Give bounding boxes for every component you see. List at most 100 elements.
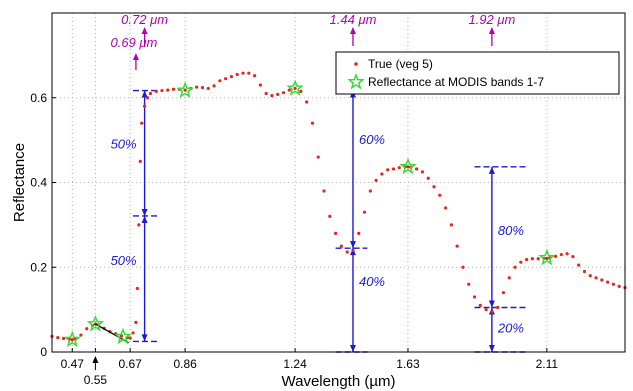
arrow-down-icon [488, 345, 495, 352]
data-point [577, 263, 581, 267]
x-tick-labels: 0.47 0.55 0.67 0.86 1.24 1.63 2.11 [61, 348, 558, 387]
data-point [334, 231, 338, 235]
percent-label: 60% [359, 132, 385, 147]
annotation-arrow-up-icon [141, 27, 148, 34]
data-point [299, 89, 303, 93]
percent-label: 50% [111, 253, 137, 268]
data-point [519, 260, 523, 264]
arrow-down-icon [488, 300, 495, 308]
modis-star-icon [63, 330, 81, 348]
wavelength-annotation: 0.72 μm [121, 12, 168, 27]
y-axis-title: Reflectance [11, 143, 28, 222]
data-point [559, 252, 563, 257]
data-point [218, 79, 222, 83]
arrow-up-icon [141, 215, 148, 223]
data-point [545, 256, 549, 260]
data-point [513, 265, 517, 269]
x-tick-label: 1.24 [283, 357, 307, 371]
data-point [224, 77, 228, 81]
measurement-lines [133, 89, 527, 353]
data-point [467, 282, 471, 286]
y-tick-labels: 0 0.2 0.4 0.6 [30, 91, 56, 359]
data-point [565, 252, 569, 256]
data-point [134, 320, 138, 324]
x-tick-label: 0.47 [61, 357, 85, 371]
data-point [362, 210, 367, 214]
data-point [420, 170, 425, 174]
data-point [374, 178, 378, 182]
data-point [490, 310, 494, 314]
data-point [183, 88, 187, 92]
data-point [310, 121, 315, 125]
data-point [293, 86, 297, 91]
arrow-055-head-icon [92, 356, 99, 363]
x-tick-label: 0.55 [84, 373, 108, 387]
data-point [70, 338, 74, 342]
modis-star-icon [538, 248, 556, 266]
wavelength-annotation: 0.69 μm [110, 35, 157, 50]
data-point [461, 265, 465, 269]
modis-star-icon [399, 157, 417, 175]
data-point [455, 244, 459, 248]
data-point [339, 244, 343, 248]
percent-label: 20% [497, 321, 524, 336]
percent-annotations: 50% 50% 60% 40% 80% 20% [111, 132, 524, 336]
y-tick-label: 0 [40, 345, 47, 359]
legend-marker-true [354, 62, 358, 66]
wavelength-annotation: 1.44 μm [330, 12, 377, 27]
data-point [525, 258, 529, 262]
data-point [594, 276, 598, 280]
modis-star-icon [114, 327, 132, 345]
data-point [496, 305, 500, 310]
data-point [247, 71, 251, 75]
y-tick-label: 0.4 [30, 176, 47, 190]
legend: True (veg 5) Reflectance at MODIS bands … [335, 51, 620, 95]
data-point [432, 185, 436, 189]
data-point [438, 193, 442, 197]
data-point [611, 282, 616, 286]
data-point [472, 295, 477, 299]
data-point [345, 250, 349, 254]
data-point [85, 327, 89, 331]
data-point [200, 85, 205, 90]
data-point [235, 72, 239, 77]
percent-label: 80% [498, 223, 524, 238]
data-point [397, 166, 401, 170]
data-point [79, 333, 83, 337]
top-annotations: 0.72 μm 1.44 μm 1.92 μm 0.69 μm [110, 12, 515, 70]
data-point [276, 92, 280, 96]
legend-label-true: True (veg 5) [368, 57, 433, 71]
data-point [195, 85, 199, 89]
legend-marker-star-icon [347, 72, 365, 90]
modis-star-icon [286, 79, 304, 96]
modis-star-icon [176, 81, 194, 98]
percent-label: 50% [111, 136, 137, 151]
data-point [322, 189, 326, 193]
arrow-up-icon [488, 166, 495, 174]
series-true-veg5 [50, 71, 627, 344]
data-point [571, 255, 575, 259]
arrow-down-icon [141, 334, 148, 342]
arrow-down-icon [349, 345, 356, 352]
data-point [138, 159, 142, 163]
data-point [160, 88, 164, 93]
data-point [443, 206, 448, 210]
annotation-arrow-up-icon [349, 27, 356, 34]
data-point [536, 257, 540, 261]
x-tick-label: 1.63 [396, 357, 420, 371]
data-point [368, 189, 372, 193]
data-point [386, 168, 390, 172]
data-point [270, 94, 274, 98]
annotation-arrow-up-icon [132, 53, 139, 60]
data-point [264, 91, 268, 96]
arrow-up-icon [141, 90, 148, 98]
data-point [530, 257, 534, 261]
data-point [617, 284, 621, 288]
data-point [357, 231, 361, 235]
data-point [135, 286, 139, 291]
x-tick-label: 0.86 [173, 357, 197, 371]
arrow-down-icon [141, 208, 148, 216]
data-point [56, 335, 60, 340]
data-point [281, 91, 286, 95]
